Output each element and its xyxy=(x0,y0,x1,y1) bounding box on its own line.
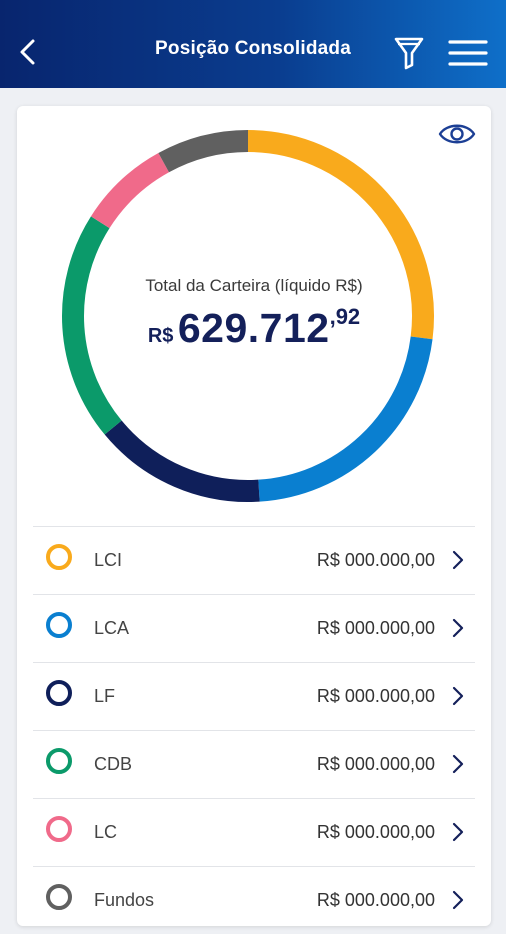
chevron-right-icon xyxy=(452,890,464,910)
app-header: Posição Consolidada xyxy=(0,0,506,88)
total-integer: 629.712 xyxy=(177,305,330,351)
eye-icon xyxy=(438,124,476,144)
total-cents: ,92 xyxy=(329,304,361,329)
asset-amount: R$ 000.000,00 xyxy=(316,550,435,570)
asset-list: LCI R$ 000.000,00 LCA R$ 000.000,00 LF R$ 000… xyxy=(33,526,475,934)
asset-amount: R$ 000.000,00 xyxy=(316,890,435,910)
asset-amount: R$ 000.000,00 xyxy=(316,618,435,638)
donut-slice-lc xyxy=(90,153,170,229)
back-button[interactable] xyxy=(14,32,42,72)
hamburger-menu-icon xyxy=(448,40,488,66)
donut-slice-fundos xyxy=(158,130,249,173)
donut-slice-lca xyxy=(258,336,433,502)
asset-row-lc[interactable]: LC R$ 000.000,00 xyxy=(33,798,475,866)
chevron-right-icon xyxy=(452,618,464,638)
chevron-right-icon xyxy=(452,550,464,570)
chevron-right-icon xyxy=(452,822,464,842)
chevron-right-icon xyxy=(452,754,464,774)
asset-name: LC xyxy=(94,822,118,842)
total-currency: R$ xyxy=(147,325,174,347)
total-label: Total da Carteira (líquido R$) xyxy=(145,276,363,295)
asset-name: Fundos xyxy=(94,890,155,910)
total-value: R$ 629.712,92 xyxy=(17,304,491,352)
portfolio-card: Total da Carteira (líquido R$) R$ 629.71… xyxy=(17,106,491,926)
asset-color-ring-icon xyxy=(46,884,72,910)
asset-name: LCI xyxy=(94,550,123,570)
asset-color-ring-icon xyxy=(46,816,72,842)
asset-color-ring-icon xyxy=(46,680,72,706)
asset-row-cdb[interactable]: CDB R$ 000.000,00 xyxy=(33,730,475,798)
donut-slice-cdb xyxy=(62,216,122,435)
asset-row-lf[interactable]: LF R$ 000.000,00 xyxy=(33,662,475,730)
asset-row-lca[interactable]: LCA R$ 000.000,00 xyxy=(33,594,475,662)
donut-slice-lci xyxy=(247,130,434,340)
chevron-right-icon xyxy=(452,686,464,706)
chevron-left-icon xyxy=(20,39,35,65)
asset-name: LCA xyxy=(94,618,130,638)
filter-icon xyxy=(394,37,424,70)
asset-row-lci[interactable]: LCI R$ 000.000,00 xyxy=(33,526,475,594)
filter-button[interactable] xyxy=(392,34,426,72)
asset-row-fundos[interactable]: Fundos R$ 000.000,00 xyxy=(33,866,475,934)
asset-color-ring-icon xyxy=(46,612,72,638)
asset-amount: R$ 000.000,00 xyxy=(316,686,435,706)
asset-name: LF xyxy=(94,686,116,706)
asset-color-ring-icon xyxy=(46,544,72,570)
menu-button[interactable] xyxy=(448,36,488,70)
portfolio-donut-chart xyxy=(62,130,434,502)
asset-color-ring-icon xyxy=(46,748,72,774)
toggle-visibility-button[interactable] xyxy=(437,118,477,150)
donut-slice-lf xyxy=(104,420,260,502)
asset-name: CDB xyxy=(94,754,133,774)
asset-amount: R$ 000.000,00 xyxy=(316,822,435,842)
page-title: Posição Consolidada xyxy=(155,38,351,59)
asset-amount: R$ 000.000,00 xyxy=(316,754,435,774)
